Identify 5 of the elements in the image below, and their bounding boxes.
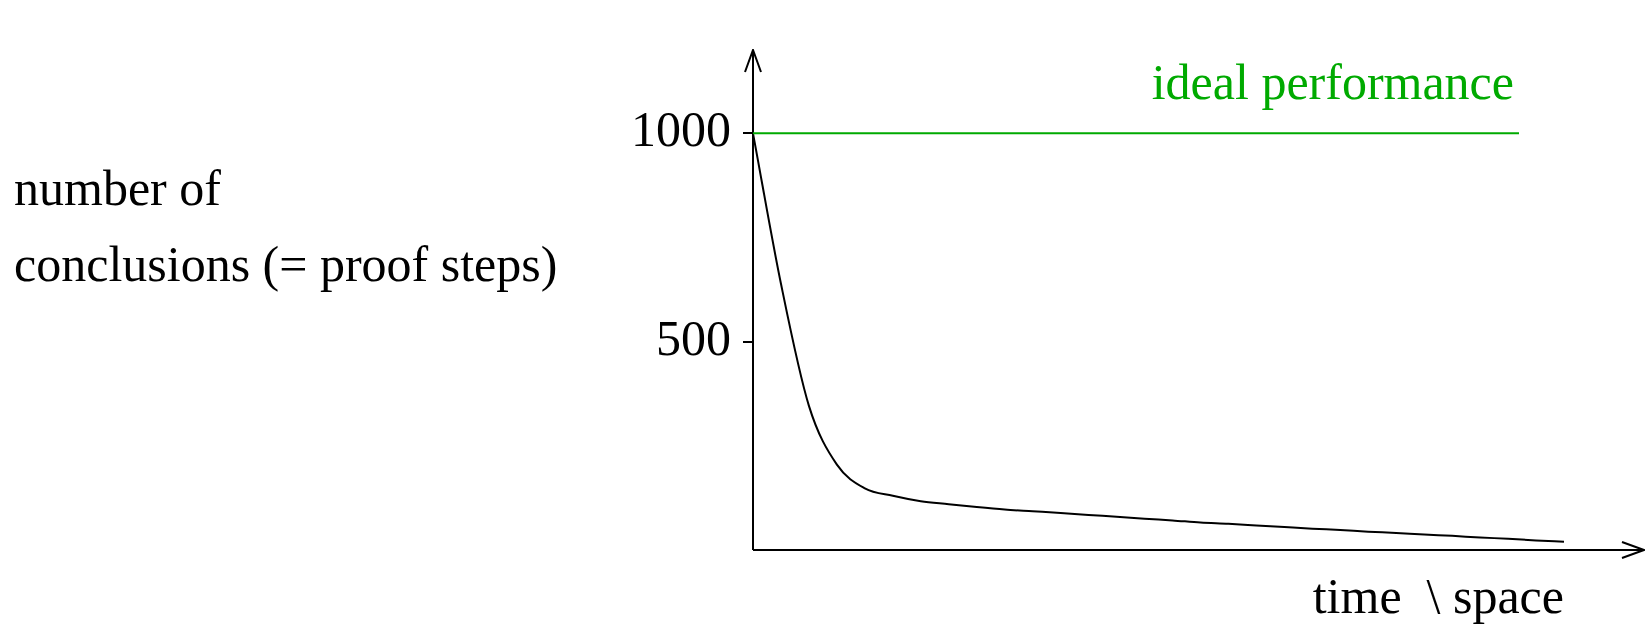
y-tick-label: 500 xyxy=(656,309,731,366)
y-tick-label: 1000 xyxy=(631,101,731,158)
ref-line-label: ideal performance xyxy=(1151,54,1514,111)
y-axis-title: number of conclusions (= proof steps) xyxy=(14,159,558,294)
x-axis-title: time \ space xyxy=(1312,568,1564,625)
